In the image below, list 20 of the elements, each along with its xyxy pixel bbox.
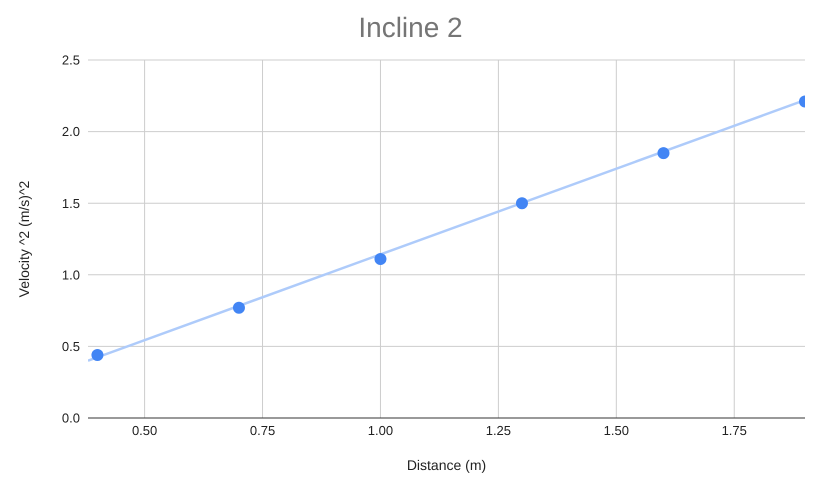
point [374, 253, 386, 266]
x-axis-title: Distance (m) [406, 457, 486, 473]
y-tick-label: 2.5 [62, 52, 80, 68]
x-tick-label: 1.75 [722, 423, 747, 438]
point [91, 348, 104, 361]
y-tick-label: 0.0 [62, 410, 80, 426]
chart-title: Incline 2 [357, 11, 464, 45]
point [232, 302, 245, 314]
x-tick-label: 1.00 [368, 423, 394, 438]
point [516, 197, 528, 210]
x-tick-label: 0.75 [250, 423, 276, 438]
y-tick-label: 1.5 [62, 196, 80, 211]
y-axis-title: Velocity ^2 (m/s)^2 [16, 180, 32, 298]
y-tick-label: 0.5 [62, 339, 80, 354]
y-tick-label: 1.0 [62, 267, 80, 282]
x-tick-label: 0.50 [132, 423, 158, 438]
x-tick-label: 1.50 [604, 423, 629, 438]
y-tick-label: 2.0 [62, 124, 80, 140]
x-tick-label: 1.25 [486, 423, 512, 438]
point [657, 147, 670, 160]
